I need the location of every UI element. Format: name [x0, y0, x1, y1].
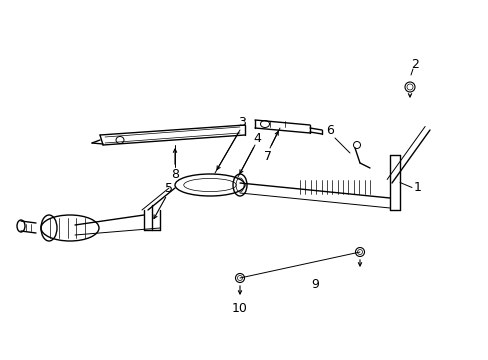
- Text: 2: 2: [410, 58, 418, 72]
- Text: 3: 3: [238, 117, 245, 130]
- Text: 9: 9: [310, 279, 318, 292]
- Text: 1: 1: [413, 181, 421, 194]
- Text: 7: 7: [264, 149, 271, 162]
- Text: 4: 4: [253, 131, 261, 144]
- Text: 10: 10: [232, 302, 247, 315]
- Text: 5: 5: [164, 181, 173, 194]
- Text: 6: 6: [325, 123, 333, 136]
- Text: 8: 8: [171, 168, 179, 181]
